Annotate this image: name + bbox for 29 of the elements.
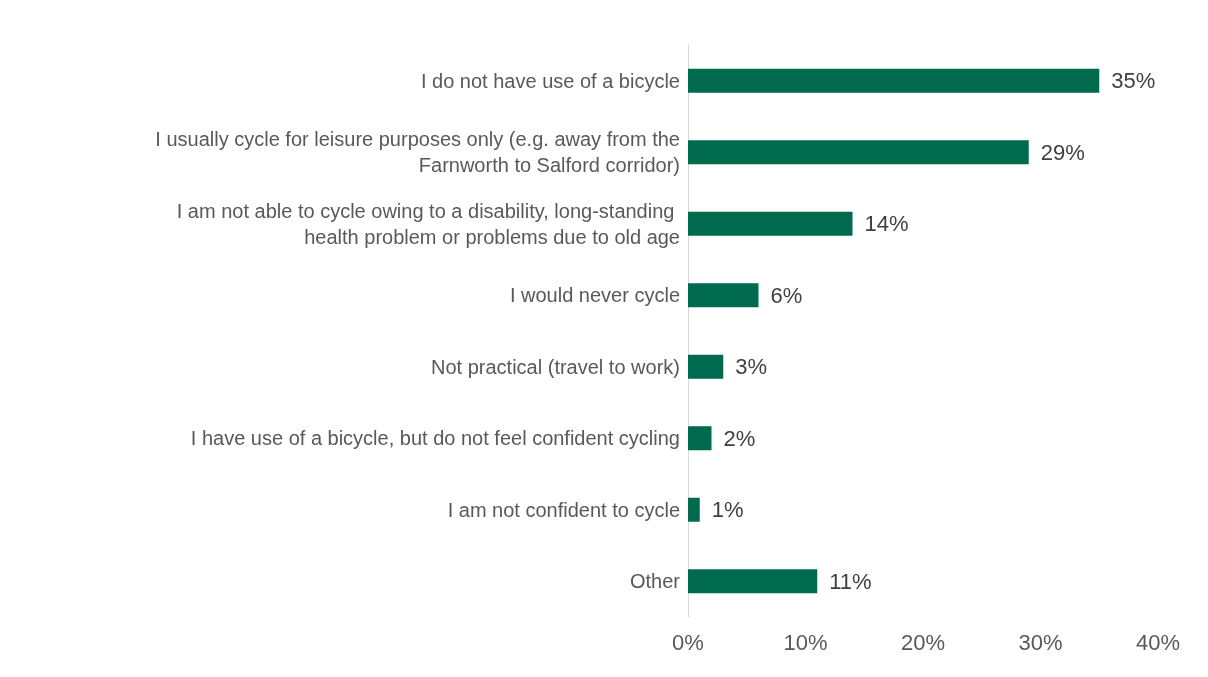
- bar: [688, 426, 712, 451]
- x-tick-label: 20%: [900, 629, 946, 655]
- bar: [688, 283, 759, 308]
- x-tick-label: 30%: [1018, 629, 1063, 655]
- bar: [688, 68, 1100, 93]
- x-tick-label: 0%: [672, 629, 704, 655]
- data-label: 11%: [829, 568, 872, 594]
- y-tick-label: I have use of a bicycle, but do not feel confident cycling: [190, 427, 680, 450]
- data-label: 14%: [864, 211, 909, 237]
- data-label: 29%: [1040, 139, 1085, 165]
- data-label: 1%: [711, 497, 744, 523]
- x-tick-label: 40%: [1135, 629, 1181, 655]
- data-label: 2%: [723, 425, 756, 451]
- x-tick-label: 10%: [783, 629, 828, 655]
- y-tick-label: I usually cycle for leisure purposes only (e.g. away from the Farnworth to Salford corridor): [155, 128, 680, 177]
- y-tick-label: Other: [629, 570, 681, 593]
- data-label: 6%: [770, 282, 803, 308]
- bar: [688, 569, 818, 594]
- bar: [688, 497, 700, 522]
- y-tick-label: I am not able to cycle owing to a disability, long-standing health problem or problems due to old age: [176, 199, 680, 248]
- bar: [688, 211, 853, 236]
- bar: [688, 140, 1029, 165]
- y-tick-label: I am not confident to cycle: [447, 498, 680, 521]
- y-tick-label: I would never cycle: [509, 284, 680, 307]
- data-label: 3%: [735, 354, 768, 380]
- data-label: 35%: [1111, 68, 1156, 94]
- y-tick-label: Not practical (travel to work): [431, 355, 680, 378]
- y-tick-label: I do not have use of a bicycle: [420, 69, 680, 92]
- bar: [688, 354, 724, 379]
